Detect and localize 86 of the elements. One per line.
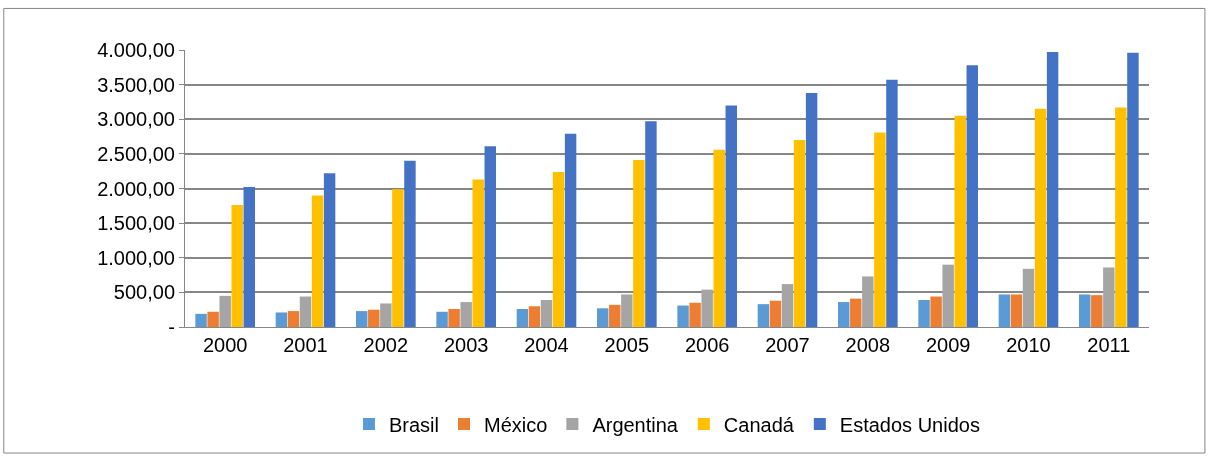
x-tick-label: 2005 — [604, 334, 650, 356]
x-tick-label: 2007 — [765, 334, 810, 356]
bar — [998, 294, 1011, 327]
bar — [701, 289, 713, 327]
bar — [392, 189, 404, 327]
bar — [356, 311, 368, 327]
y-tick-label: 1.500,00 — [97, 212, 175, 235]
legend-label: México — [484, 413, 548, 436]
bar — [677, 305, 689, 327]
bar — [850, 298, 862, 327]
bar — [528, 306, 541, 327]
legend-label: Estados Unidos — [839, 413, 980, 436]
bar — [1091, 295, 1103, 327]
bar — [368, 309, 380, 327]
x-tick-label: 2008 — [845, 334, 891, 356]
bar — [219, 295, 231, 327]
bar — [231, 205, 243, 327]
bar — [689, 302, 701, 327]
bar — [448, 309, 460, 327]
bar — [886, 79, 898, 327]
y-tick-label: - — [168, 316, 175, 338]
bar — [1034, 108, 1047, 327]
bar — [918, 299, 930, 327]
y-tick-label: 2.500,00 — [97, 142, 175, 165]
bar — [954, 115, 966, 327]
bar — [633, 160, 645, 327]
bar — [609, 304, 621, 327]
bar — [1046, 52, 1059, 327]
bar — [1022, 268, 1035, 327]
y-tick-label: 2.000,00 — [97, 177, 175, 200]
x-tick-label: 2006 — [684, 334, 730, 356]
bar — [207, 311, 219, 327]
y-tick-label: 500,00 — [113, 281, 175, 304]
legend-label: Brasil — [389, 413, 440, 436]
legend-label: Canadá — [723, 413, 795, 436]
bar — [930, 296, 942, 327]
x-tick-label: 2010 — [1006, 334, 1051, 356]
bar — [243, 187, 255, 327]
bar — [757, 304, 770, 327]
bar — [311, 195, 324, 327]
bar — [1010, 294, 1023, 327]
bar — [516, 309, 529, 327]
bar — [805, 92, 818, 327]
legend-label: Argentina — [592, 413, 679, 436]
bar — [460, 302, 472, 327]
bar — [472, 179, 484, 327]
bar — [874, 132, 886, 327]
y-tick-label: 4.000,00 — [97, 39, 175, 61]
bar — [1115, 107, 1127, 327]
x-tick-label: 2003 — [443, 334, 489, 356]
bar — [645, 121, 657, 327]
bar — [380, 303, 392, 327]
bar — [287, 311, 300, 327]
bar — [275, 312, 288, 327]
bar — [793, 140, 806, 327]
bar — [597, 308, 609, 327]
y-tick-label: 3.500,00 — [97, 73, 175, 96]
y-tick-label: 3.000,00 — [97, 108, 175, 131]
bar — [1103, 267, 1115, 327]
bar — [436, 311, 448, 327]
bar — [1079, 294, 1091, 327]
bar — [966, 65, 978, 327]
bar — [713, 149, 725, 327]
bar — [862, 276, 874, 327]
bar — [195, 313, 207, 327]
x-tick-label: 2011 — [1087, 334, 1131, 356]
bar — [942, 264, 954, 327]
bar — [484, 146, 496, 327]
bar — [404, 160, 416, 327]
y-tick-label: 1.000,00 — [97, 246, 175, 269]
bar — [323, 173, 336, 327]
bar — [621, 294, 633, 327]
bar — [540, 299, 553, 327]
bar — [1127, 52, 1139, 327]
x-tick-label: 2004 — [524, 334, 569, 356]
x-tick-label: 2009 — [925, 334, 971, 356]
bar — [725, 105, 737, 327]
x-tick-label: 2002 — [363, 334, 409, 356]
bar — [564, 133, 577, 327]
x-tick-label: 2001 — [283, 334, 328, 356]
bar — [552, 171, 565, 327]
bar — [769, 300, 782, 327]
bar — [838, 302, 850, 327]
x-tick-label: 2000 — [202, 334, 248, 356]
bar — [299, 296, 312, 327]
bar — [781, 284, 794, 327]
